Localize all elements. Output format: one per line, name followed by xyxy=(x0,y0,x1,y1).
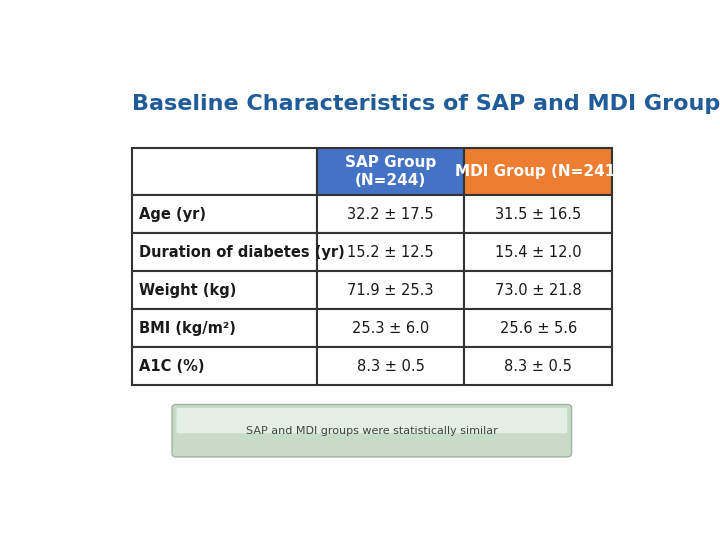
Bar xyxy=(317,233,464,271)
Bar xyxy=(132,309,317,347)
Bar xyxy=(317,347,464,385)
Bar xyxy=(132,233,317,271)
Bar xyxy=(464,347,612,385)
Bar xyxy=(464,233,612,271)
Text: 8.3 ± 0.5: 8.3 ± 0.5 xyxy=(505,359,572,374)
Bar xyxy=(464,309,612,347)
Text: SAP and MDI groups were statistically similar: SAP and MDI groups were statistically si… xyxy=(246,426,498,436)
Bar xyxy=(464,271,612,309)
Text: 8.3 ± 0.5: 8.3 ± 0.5 xyxy=(356,359,425,374)
Bar xyxy=(317,195,464,233)
Text: SAP Group
(N=244): SAP Group (N=244) xyxy=(345,155,436,188)
Bar xyxy=(464,195,612,233)
Bar xyxy=(317,148,464,195)
Text: 15.4 ± 12.0: 15.4 ± 12.0 xyxy=(495,245,582,260)
Bar xyxy=(317,309,464,347)
Text: 25.3 ± 6.0: 25.3 ± 6.0 xyxy=(352,321,429,335)
Bar xyxy=(132,347,317,385)
FancyBboxPatch shape xyxy=(176,408,567,433)
Text: MDI Group (N=241): MDI Group (N=241) xyxy=(455,164,622,179)
Text: BMI (kg/m²): BMI (kg/m²) xyxy=(138,321,235,335)
Bar xyxy=(132,148,317,195)
FancyBboxPatch shape xyxy=(172,404,572,457)
Text: 15.2 ± 12.5: 15.2 ± 12.5 xyxy=(347,245,434,260)
Text: 73.0 ± 21.8: 73.0 ± 21.8 xyxy=(495,282,582,298)
Text: Weight (kg): Weight (kg) xyxy=(138,282,236,298)
Text: 32.2 ± 17.5: 32.2 ± 17.5 xyxy=(347,207,434,222)
Text: Baseline Characteristics of SAP and MDI Groups: Baseline Characteristics of SAP and MDI … xyxy=(132,94,720,114)
Bar xyxy=(317,271,464,309)
Text: Duration of diabetes (yr): Duration of diabetes (yr) xyxy=(138,245,344,260)
Text: A1C (%): A1C (%) xyxy=(138,359,204,374)
Bar xyxy=(464,148,612,195)
Text: 25.6 ± 5.6: 25.6 ± 5.6 xyxy=(500,321,577,335)
Text: Age (yr): Age (yr) xyxy=(138,207,205,222)
Text: 71.9 ± 25.3: 71.9 ± 25.3 xyxy=(347,282,433,298)
Text: 31.5 ± 16.5: 31.5 ± 16.5 xyxy=(495,207,582,222)
Bar xyxy=(132,271,317,309)
Bar xyxy=(132,195,317,233)
